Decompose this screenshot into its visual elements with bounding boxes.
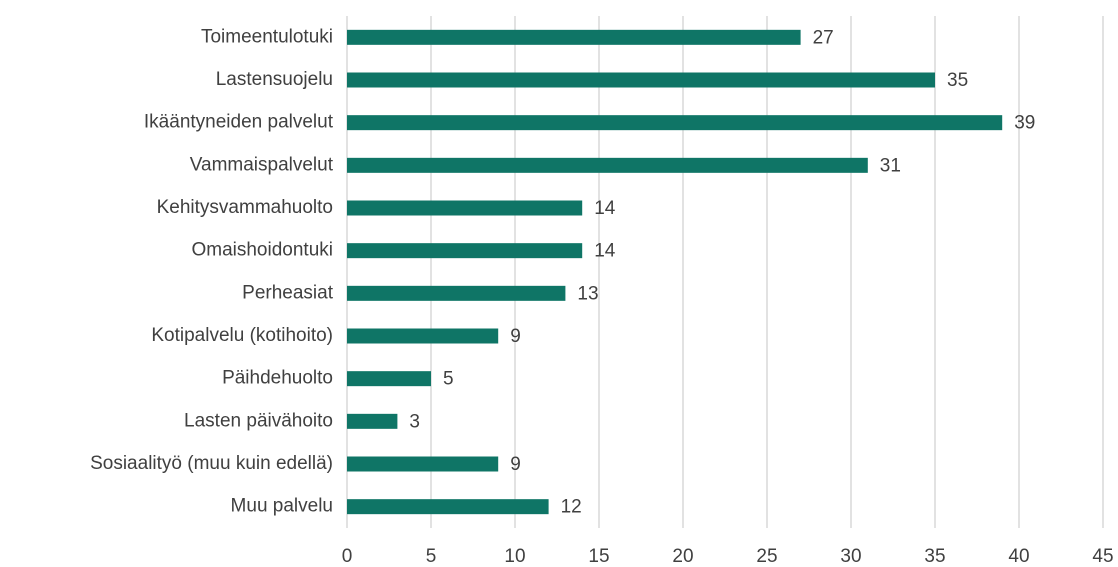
x-tick-label: 15 xyxy=(588,546,609,567)
bar xyxy=(347,371,431,387)
bar xyxy=(347,456,499,472)
data-label: 9 xyxy=(510,454,521,475)
bar xyxy=(347,413,398,429)
y-tick-label: Vammaispalvelut xyxy=(190,154,334,175)
bar xyxy=(347,72,935,88)
data-label: 12 xyxy=(561,497,582,518)
data-label: 3 xyxy=(409,411,420,432)
x-tick-label: 35 xyxy=(924,546,945,567)
data-label: 31 xyxy=(880,155,901,176)
data-label: 27 xyxy=(813,27,834,48)
bar xyxy=(347,499,549,515)
bar xyxy=(347,328,499,344)
y-tick-label: Päihdehuolto xyxy=(222,368,333,389)
data-label: 13 xyxy=(577,283,598,304)
y-tick-label: Lasten päivähoito xyxy=(184,410,333,431)
y-tick-label: Toimeentulotuki xyxy=(201,26,333,47)
bar xyxy=(347,200,583,216)
x-tick-label: 5 xyxy=(426,546,437,567)
x-tick-label: 30 xyxy=(840,546,861,567)
data-label: 39 xyxy=(1014,113,1035,134)
data-label: 14 xyxy=(594,241,616,262)
y-tick-label: Lastensuojelu xyxy=(216,69,333,90)
y-tick-label: Muu palvelu xyxy=(231,496,333,517)
x-tick-label: 0 xyxy=(342,546,353,567)
y-tick-label: Omaishoidontuki xyxy=(191,240,333,261)
x-tick-label: 25 xyxy=(756,546,777,567)
y-tick-label: Kehitysvammahuolto xyxy=(157,197,333,218)
bar xyxy=(347,157,868,173)
data-label: 5 xyxy=(443,369,454,390)
y-tick-label: Perheasiat xyxy=(242,282,334,303)
data-label: 14 xyxy=(594,198,616,219)
data-label: 35 xyxy=(947,70,968,91)
bar xyxy=(347,285,566,301)
data-label: 9 xyxy=(510,326,521,347)
bar xyxy=(347,29,801,45)
y-tick-label: Ikääntyneiden palvelut xyxy=(144,112,334,133)
bar xyxy=(347,243,583,259)
x-tick-label: 40 xyxy=(1008,546,1029,567)
x-tick-label: 20 xyxy=(672,546,693,567)
x-tick-label: 45 xyxy=(1092,546,1113,567)
y-tick-label: Sosiaalityö (muu kuin edellä) xyxy=(90,453,333,474)
bar xyxy=(347,115,1003,131)
x-tick-label: 10 xyxy=(504,546,525,567)
y-tick-label: Kotipalvelu (kotihoito) xyxy=(151,325,333,346)
